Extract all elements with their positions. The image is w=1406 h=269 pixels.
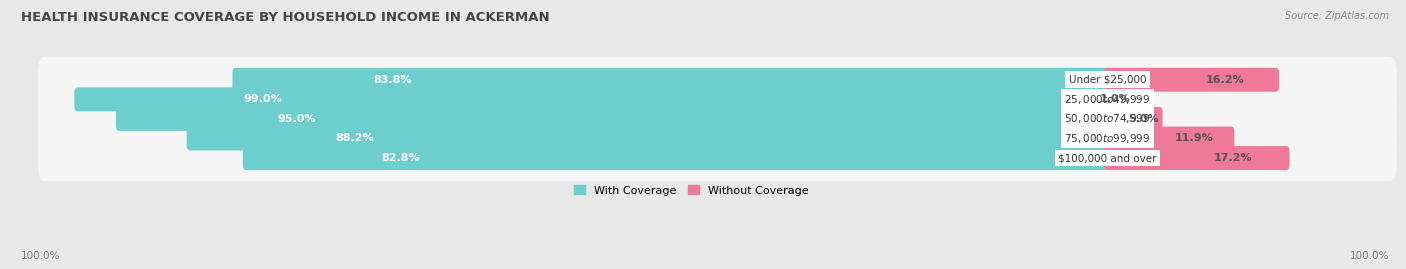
Text: 1.0%: 1.0% xyxy=(1099,94,1130,104)
FancyBboxPatch shape xyxy=(115,107,1111,131)
Text: $100,000 and over: $100,000 and over xyxy=(1059,153,1157,163)
FancyBboxPatch shape xyxy=(38,135,1396,181)
Text: $50,000 to $74,999: $50,000 to $74,999 xyxy=(1064,112,1150,125)
Text: 83.8%: 83.8% xyxy=(373,75,412,85)
FancyBboxPatch shape xyxy=(243,146,1111,170)
FancyBboxPatch shape xyxy=(187,126,1111,150)
FancyBboxPatch shape xyxy=(1104,107,1163,131)
FancyBboxPatch shape xyxy=(38,115,1396,162)
FancyBboxPatch shape xyxy=(1104,87,1121,111)
Text: $75,000 to $99,999: $75,000 to $99,999 xyxy=(1064,132,1150,145)
Text: 82.8%: 82.8% xyxy=(381,153,420,163)
FancyBboxPatch shape xyxy=(75,87,1111,111)
FancyBboxPatch shape xyxy=(1104,126,1234,150)
FancyBboxPatch shape xyxy=(38,95,1396,142)
Text: HEALTH INSURANCE COVERAGE BY HOUSEHOLD INCOME IN ACKERMAN: HEALTH INSURANCE COVERAGE BY HOUSEHOLD I… xyxy=(21,11,550,24)
Text: Source: ZipAtlas.com: Source: ZipAtlas.com xyxy=(1285,11,1389,21)
Text: 99.0%: 99.0% xyxy=(243,94,283,104)
Text: 100.0%: 100.0% xyxy=(1350,251,1389,261)
FancyBboxPatch shape xyxy=(1104,68,1279,92)
Text: 11.9%: 11.9% xyxy=(1175,133,1213,143)
Text: $25,000 to $49,999: $25,000 to $49,999 xyxy=(1064,93,1150,106)
FancyBboxPatch shape xyxy=(1104,146,1289,170)
Text: 17.2%: 17.2% xyxy=(1213,153,1251,163)
Text: 5.0%: 5.0% xyxy=(1129,114,1159,124)
Text: 100.0%: 100.0% xyxy=(21,251,60,261)
FancyBboxPatch shape xyxy=(38,76,1396,123)
FancyBboxPatch shape xyxy=(38,56,1396,103)
FancyBboxPatch shape xyxy=(232,68,1111,92)
Legend: With Coverage, Without Coverage: With Coverage, Without Coverage xyxy=(569,181,813,200)
Text: 88.2%: 88.2% xyxy=(336,133,374,143)
Text: 16.2%: 16.2% xyxy=(1206,75,1244,85)
Text: 95.0%: 95.0% xyxy=(278,114,316,124)
Text: Under $25,000: Under $25,000 xyxy=(1069,75,1146,85)
